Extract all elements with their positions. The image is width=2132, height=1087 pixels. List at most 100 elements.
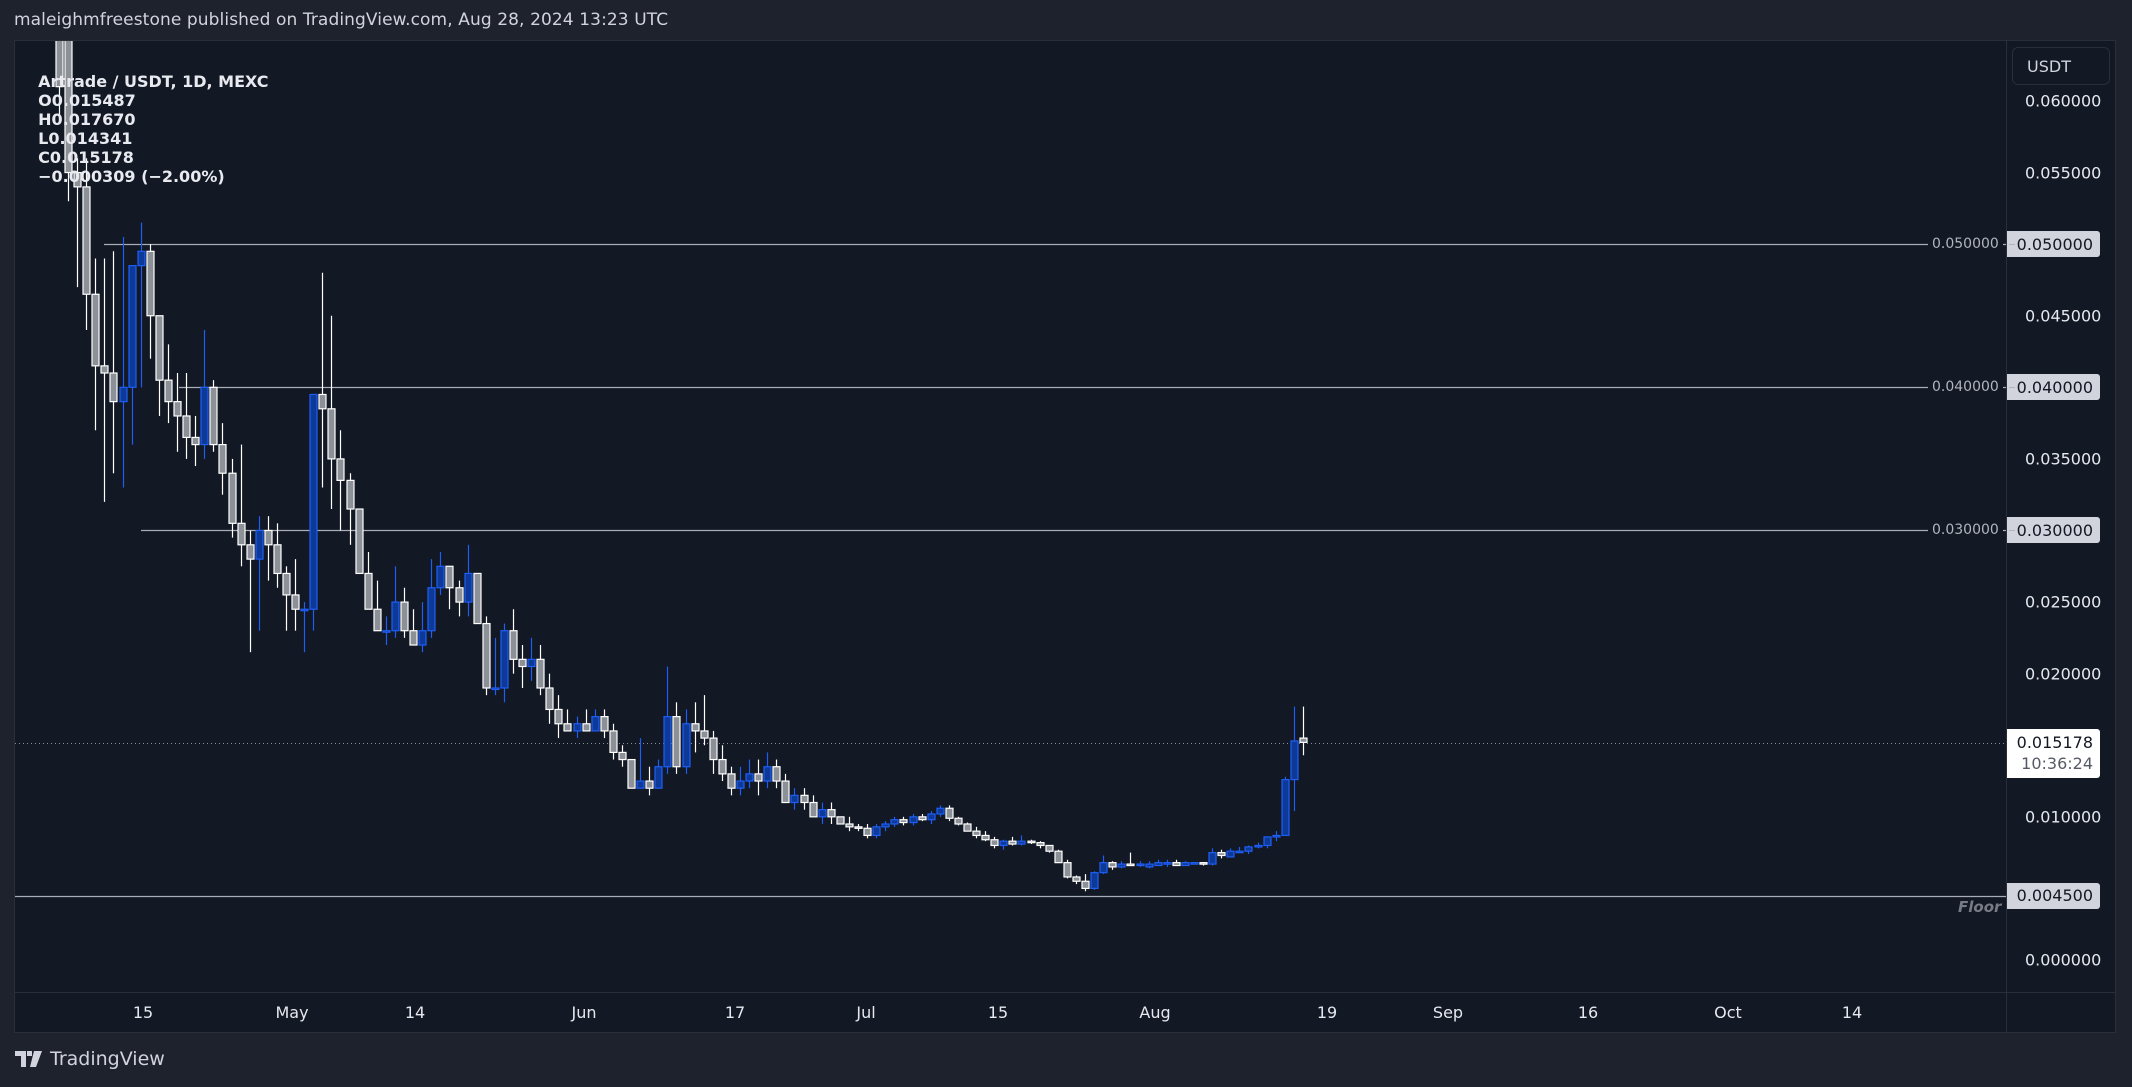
candle[interactable] [473, 572, 482, 625]
candle[interactable] [73, 158, 82, 288]
tradingview-logo[interactable]: TradingView [15, 1048, 165, 1070]
candle[interactable] [790, 788, 799, 810]
candle[interactable] [645, 766, 654, 796]
candle[interactable] [336, 430, 345, 531]
candle[interactable] [709, 730, 718, 774]
candle[interactable] [1244, 845, 1253, 855]
candle[interactable] [1126, 852, 1135, 867]
candle[interactable] [1017, 835, 1026, 846]
chart-pane[interactable] [15, 41, 2006, 992]
candle[interactable] [745, 759, 754, 789]
candle[interactable] [318, 272, 327, 488]
candle[interactable] [1154, 859, 1163, 867]
candle[interactable] [1163, 859, 1172, 867]
candle[interactable] [55, 41, 64, 116]
candle[interactable] [963, 822, 972, 832]
candle[interactable] [718, 745, 727, 782]
candle[interactable] [1145, 861, 1154, 869]
candle[interactable] [164, 344, 173, 424]
candle[interactable] [327, 315, 336, 510]
candle[interactable] [100, 258, 109, 502]
candle[interactable] [146, 244, 155, 359]
candle[interactable] [155, 315, 164, 416]
candle[interactable] [582, 709, 591, 732]
candle[interactable] [418, 602, 427, 653]
candle[interactable] [1226, 848, 1235, 858]
candle[interactable] [1045, 844, 1054, 853]
candle[interactable] [109, 251, 118, 474]
candle[interactable] [373, 580, 382, 632]
candle[interactable] [845, 816, 854, 832]
candle[interactable] [1081, 874, 1090, 892]
candle[interactable] [591, 709, 600, 732]
candle[interactable] [927, 811, 936, 824]
currency-button[interactable]: USDT [2012, 47, 2110, 85]
candle[interactable] [237, 444, 246, 567]
candle[interactable] [1063, 859, 1072, 879]
candle[interactable] [1072, 875, 1081, 885]
candle[interactable] [309, 393, 318, 631]
candle[interactable] [1090, 871, 1099, 890]
candle[interactable] [518, 645, 527, 688]
candle[interactable] [445, 565, 454, 610]
candle[interactable] [391, 566, 400, 638]
candle[interactable] [482, 616, 491, 696]
candle[interactable] [781, 773, 790, 804]
candle[interactable] [355, 508, 364, 575]
candle[interactable] [772, 759, 781, 789]
candle[interactable] [137, 222, 146, 388]
candle[interactable] [545, 673, 554, 724]
candle[interactable] [1172, 859, 1181, 867]
candle[interactable] [754, 759, 763, 796]
candle[interactable] [1027, 839, 1036, 845]
candle[interactable] [491, 637, 500, 696]
candle[interactable] [899, 816, 908, 826]
candle[interactable] [954, 816, 963, 826]
price-axis[interactable] [2006, 41, 2116, 992]
candle[interactable] [909, 813, 918, 826]
candle[interactable] [563, 709, 572, 732]
candle[interactable] [346, 473, 355, 545]
candle[interactable] [291, 559, 300, 631]
candle[interactable] [1290, 706, 1299, 812]
candle[interactable] [972, 826, 981, 839]
candle[interactable] [1099, 855, 1108, 875]
candle[interactable] [364, 551, 373, 610]
candle[interactable] [191, 415, 200, 467]
candle[interactable] [400, 587, 409, 638]
candle[interactable] [382, 616, 391, 646]
candle[interactable] [1235, 846, 1244, 854]
candle[interactable] [218, 423, 227, 495]
candle[interactable] [264, 516, 273, 581]
candle[interactable] [700, 695, 709, 746]
candle[interactable] [228, 458, 237, 538]
candle[interactable] [763, 752, 772, 789]
candle[interactable] [1008, 836, 1017, 846]
time-axis[interactable] [15, 992, 2006, 1033]
candle[interactable] [436, 551, 445, 595]
candle[interactable] [282, 566, 291, 631]
candle[interactable] [1299, 706, 1308, 756]
candle[interactable] [536, 645, 545, 696]
candle[interactable] [182, 373, 191, 459]
candle[interactable] [500, 623, 509, 703]
candle[interactable] [872, 823, 881, 839]
candle[interactable] [273, 523, 282, 588]
candle[interactable] [427, 559, 436, 638]
candle[interactable] [1263, 836, 1272, 849]
candle[interactable] [82, 158, 91, 331]
candle[interactable] [119, 236, 128, 488]
candle[interactable] [1036, 841, 1045, 849]
candle[interactable] [1254, 842, 1263, 849]
candle[interactable] [1108, 861, 1117, 870]
candle[interactable] [455, 580, 464, 617]
candle[interactable] [554, 695, 563, 739]
candle[interactable] [600, 709, 609, 739]
candle[interactable] [827, 802, 836, 824]
candle[interactable] [636, 738, 645, 789]
candle[interactable] [672, 702, 681, 774]
candle[interactable] [918, 813, 927, 822]
candle[interactable] [663, 666, 672, 774]
candle[interactable] [836, 816, 845, 825]
candle[interactable] [1136, 861, 1145, 867]
